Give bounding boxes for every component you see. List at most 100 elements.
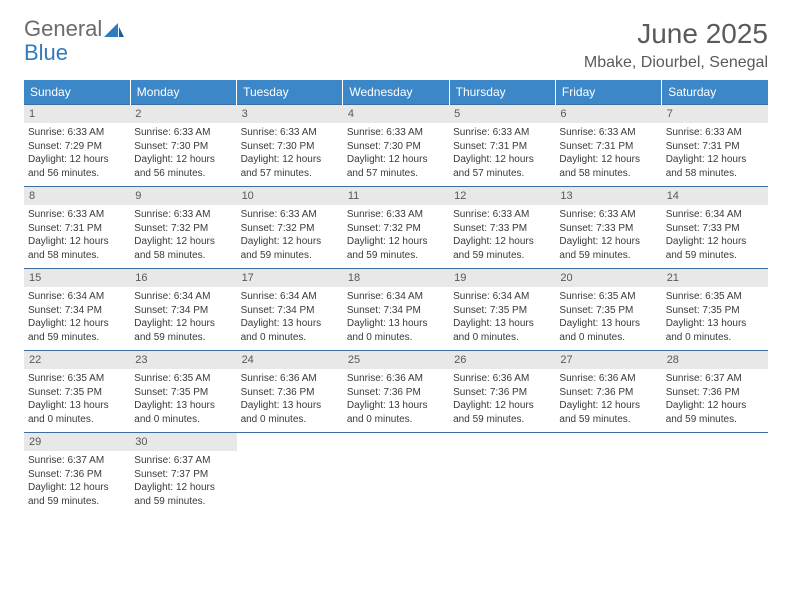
day-number: 14	[662, 187, 768, 205]
logo-sail-icon	[104, 21, 124, 42]
sunset-text: Sunset: 7:34 PM	[241, 304, 339, 318]
sunset-text: Sunset: 7:31 PM	[453, 140, 551, 154]
sunset-text: Sunset: 7:35 PM	[666, 304, 764, 318]
sunrise-text: Sunrise: 6:33 AM	[347, 126, 445, 140]
calendar-day-cell: 27Sunrise: 6:36 AMSunset: 7:36 PMDayligh…	[555, 351, 661, 433]
sunrise-text: Sunrise: 6:34 AM	[453, 290, 551, 304]
sunrise-text: Sunrise: 6:33 AM	[28, 208, 126, 222]
sunset-text: Sunset: 7:30 PM	[241, 140, 339, 154]
day-number: 30	[130, 433, 236, 451]
weekday-monday: Monday	[130, 80, 236, 105]
daylight-text: and 56 minutes.	[28, 167, 126, 181]
calendar-week-row: 1Sunrise: 6:33 AMSunset: 7:29 PMDaylight…	[24, 105, 768, 187]
day-body: Sunrise: 6:36 AMSunset: 7:36 PMDaylight:…	[237, 369, 343, 432]
sunset-text: Sunset: 7:35 PM	[134, 386, 232, 400]
sunset-text: Sunset: 7:33 PM	[666, 222, 764, 236]
day-number: 18	[343, 269, 449, 287]
daylight-text: Daylight: 13 hours	[241, 399, 339, 413]
calendar-day-cell: 13Sunrise: 6:33 AMSunset: 7:33 PMDayligh…	[555, 187, 661, 269]
sunset-text: Sunset: 7:29 PM	[28, 140, 126, 154]
day-number: 10	[237, 187, 343, 205]
day-body: Sunrise: 6:33 AMSunset: 7:30 PMDaylight:…	[237, 123, 343, 186]
daylight-text: Daylight: 12 hours	[666, 399, 764, 413]
daylight-text: Daylight: 12 hours	[134, 235, 232, 249]
daylight-text: and 58 minutes.	[28, 249, 126, 263]
day-number: 24	[237, 351, 343, 369]
day-number: 7	[662, 105, 768, 123]
day-body: Sunrise: 6:37 AMSunset: 7:36 PMDaylight:…	[24, 451, 130, 514]
daylight-text: and 59 minutes.	[559, 249, 657, 263]
daylight-text: and 59 minutes.	[241, 249, 339, 263]
sunrise-text: Sunrise: 6:35 AM	[666, 290, 764, 304]
daylight-text: Daylight: 12 hours	[28, 481, 126, 495]
sunrise-text: Sunrise: 6:37 AM	[134, 454, 232, 468]
day-body: Sunrise: 6:33 AMSunset: 7:31 PMDaylight:…	[24, 205, 130, 268]
daylight-text: Daylight: 13 hours	[241, 317, 339, 331]
weekday-wednesday: Wednesday	[343, 80, 449, 105]
calendar-day-cell	[555, 433, 661, 515]
calendar-day-cell: 23Sunrise: 6:35 AMSunset: 7:35 PMDayligh…	[130, 351, 236, 433]
calendar-day-cell	[662, 433, 768, 515]
sunset-text: Sunset: 7:30 PM	[347, 140, 445, 154]
day-body: Sunrise: 6:35 AMSunset: 7:35 PMDaylight:…	[24, 369, 130, 432]
daylight-text: and 0 minutes.	[453, 331, 551, 345]
sunrise-text: Sunrise: 6:37 AM	[28, 454, 126, 468]
daylight-text: and 0 minutes.	[559, 331, 657, 345]
weekday-sunday: Sunday	[24, 80, 130, 105]
sunrise-text: Sunrise: 6:33 AM	[347, 208, 445, 222]
calendar-table: Sunday Monday Tuesday Wednesday Thursday…	[24, 80, 768, 514]
sunset-text: Sunset: 7:34 PM	[28, 304, 126, 318]
daylight-text: Daylight: 12 hours	[28, 235, 126, 249]
calendar-day-cell	[343, 433, 449, 515]
sunrise-text: Sunrise: 6:36 AM	[559, 372, 657, 386]
day-body: Sunrise: 6:34 AMSunset: 7:33 PMDaylight:…	[662, 205, 768, 268]
sunset-text: Sunset: 7:33 PM	[559, 222, 657, 236]
day-number: 11	[343, 187, 449, 205]
sunset-text: Sunset: 7:33 PM	[453, 222, 551, 236]
logo-general-text: General	[24, 16, 102, 41]
day-body: Sunrise: 6:33 AMSunset: 7:30 PMDaylight:…	[130, 123, 236, 186]
calendar-week-row: 15Sunrise: 6:34 AMSunset: 7:34 PMDayligh…	[24, 269, 768, 351]
day-number: 13	[555, 187, 661, 205]
daylight-text: Daylight: 12 hours	[559, 399, 657, 413]
day-number: 1	[24, 105, 130, 123]
day-body: Sunrise: 6:33 AMSunset: 7:33 PMDaylight:…	[555, 205, 661, 268]
sunrise-text: Sunrise: 6:33 AM	[134, 208, 232, 222]
logo-text-wrap: General Blue	[24, 18, 124, 65]
daylight-text: Daylight: 13 hours	[559, 317, 657, 331]
day-body: Sunrise: 6:37 AMSunset: 7:36 PMDaylight:…	[662, 369, 768, 432]
day-number: 6	[555, 105, 661, 123]
logo: General Blue	[24, 18, 124, 65]
sunset-text: Sunset: 7:35 PM	[559, 304, 657, 318]
sunset-text: Sunset: 7:34 PM	[134, 304, 232, 318]
sunrise-text: Sunrise: 6:35 AM	[559, 290, 657, 304]
sunrise-text: Sunrise: 6:33 AM	[241, 208, 339, 222]
day-number: 25	[343, 351, 449, 369]
daylight-text: and 0 minutes.	[241, 413, 339, 427]
day-body: Sunrise: 6:35 AMSunset: 7:35 PMDaylight:…	[555, 287, 661, 350]
day-body: Sunrise: 6:33 AMSunset: 7:32 PMDaylight:…	[343, 205, 449, 268]
daylight-text: and 57 minutes.	[241, 167, 339, 181]
calendar-day-cell: 7Sunrise: 6:33 AMSunset: 7:31 PMDaylight…	[662, 105, 768, 187]
day-body: Sunrise: 6:33 AMSunset: 7:31 PMDaylight:…	[449, 123, 555, 186]
daylight-text: Daylight: 13 hours	[453, 317, 551, 331]
calendar-day-cell: 3Sunrise: 6:33 AMSunset: 7:30 PMDaylight…	[237, 105, 343, 187]
daylight-text: Daylight: 12 hours	[453, 235, 551, 249]
calendar-day-cell	[237, 433, 343, 515]
sunset-text: Sunset: 7:31 PM	[559, 140, 657, 154]
sunrise-text: Sunrise: 6:33 AM	[453, 208, 551, 222]
sunrise-text: Sunrise: 6:33 AM	[134, 126, 232, 140]
calendar-day-cell: 4Sunrise: 6:33 AMSunset: 7:30 PMDaylight…	[343, 105, 449, 187]
daylight-text: and 58 minutes.	[134, 249, 232, 263]
sunrise-text: Sunrise: 6:34 AM	[666, 208, 764, 222]
sunrise-text: Sunrise: 6:36 AM	[241, 372, 339, 386]
daylight-text: Daylight: 12 hours	[241, 235, 339, 249]
sunrise-text: Sunrise: 6:33 AM	[559, 126, 657, 140]
day-number: 23	[130, 351, 236, 369]
sunrise-text: Sunrise: 6:37 AM	[666, 372, 764, 386]
sunrise-text: Sunrise: 6:36 AM	[347, 372, 445, 386]
daylight-text: and 59 minutes.	[134, 495, 232, 509]
day-number: 15	[24, 269, 130, 287]
day-number: 8	[24, 187, 130, 205]
daylight-text: Daylight: 12 hours	[453, 399, 551, 413]
